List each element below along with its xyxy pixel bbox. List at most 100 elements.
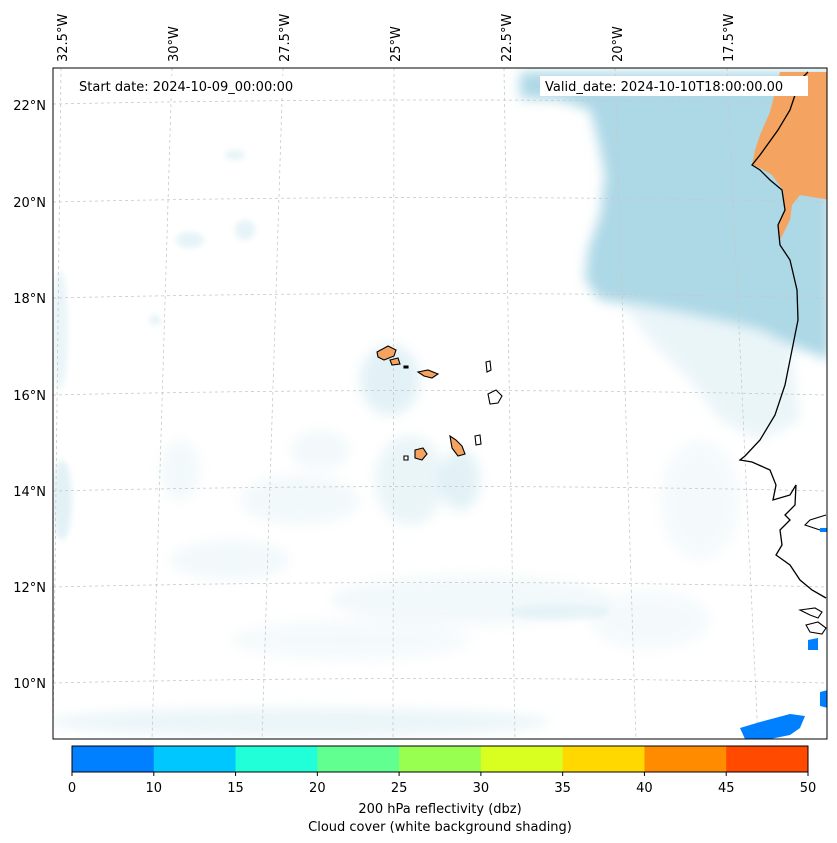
colorbar-tick-label: 10 — [146, 781, 163, 796]
meridian-gridline — [726, 68, 759, 739]
meridian-gridline — [503, 68, 516, 739]
cape-verde-islands — [376, 345, 503, 461]
guinea-bissau-coast — [798, 514, 827, 635]
cloud-patch — [176, 232, 204, 248]
cloud-patch — [230, 620, 470, 660]
lon-label: 22.5°W — [500, 14, 515, 62]
lat-label: 16°N — [13, 389, 46, 404]
lon-label: 25°W — [389, 26, 404, 62]
island-sao-nicolau — [416, 369, 440, 379]
start-date-box — [72, 76, 312, 96]
cloud-patch — [170, 540, 290, 580]
lon-label: 27.5°W — [278, 14, 293, 62]
parallel-gridline — [53, 390, 827, 396]
island-fogo — [414, 447, 428, 461]
land-africa — [738, 71, 827, 635]
lon-label: 17.5°W — [722, 14, 737, 62]
valid-date-label: Valid_date: 2024-10-10T18:00:00.00 — [545, 80, 783, 95]
parallel-gridline — [53, 678, 827, 684]
cloud-fringe-east — [620, 300, 800, 440]
colorbar-sublabel: Cloud cover (white background shading) — [308, 820, 572, 835]
reflectivity-cell — [808, 638, 818, 650]
colorbar-label: 200 hPa reflectivity (dbz) — [358, 802, 521, 817]
island-sal — [485, 360, 492, 373]
island-boa-vista — [487, 389, 503, 405]
island-brava — [403, 455, 409, 461]
cloud-patch — [240, 475, 360, 525]
colorbar-border — [71, 745, 809, 773]
island-sao-vicente — [389, 357, 401, 366]
meridian-gridline — [151, 68, 173, 739]
island-santa-luzia — [403, 365, 409, 369]
parallel-gridline — [53, 293, 827, 299]
colorbar-tick-label: 0 — [68, 781, 76, 796]
colorbar-tick-label: 15 — [227, 781, 244, 796]
cloud-patch — [375, 435, 445, 525]
parallel-gridline — [53, 197, 827, 203]
cloud-patch — [160, 440, 200, 500]
cloud-patch — [590, 590, 710, 650]
colorbar-tick-label: 20 — [309, 781, 326, 796]
meridian-gridline — [53, 68, 62, 739]
cloud-patch — [53, 708, 550, 736]
colorbar-tick-label: 40 — [636, 781, 653, 796]
cloud-patch — [360, 345, 420, 415]
cloud-patch — [510, 604, 610, 620]
map-border — [52, 67, 828, 740]
reflectivity-cell — [740, 714, 805, 739]
lat-label: 18°N — [13, 292, 46, 307]
colorbar-segment — [235, 746, 318, 772]
lon-label: 30°W — [167, 26, 182, 62]
reflectivity-cell — [820, 690, 827, 708]
lat-label: 10°N — [13, 677, 46, 692]
mauritania-land — [752, 72, 827, 240]
cloud-patch — [53, 460, 72, 540]
start-date-label: Start date: 2024-10-09_00:00:00 — [79, 80, 293, 95]
cloud-mass-northeast — [520, 72, 827, 359]
date-annotations: Start date: 2024-10-09_00:00:00 Valid_da… — [72, 76, 808, 96]
colorbar-tick-label: 25 — [391, 781, 408, 796]
colorbar-tick-label: 45 — [718, 781, 735, 796]
meridian-gridline — [614, 68, 637, 739]
colorbar-segment — [644, 746, 727, 772]
colorbar-segment — [562, 746, 645, 772]
graticule — [53, 68, 827, 739]
island-maio — [474, 434, 482, 446]
cloud-patch — [290, 430, 350, 470]
cloud-patch — [235, 220, 255, 240]
lat-label: 22°N — [13, 99, 46, 114]
cloud-patch — [660, 440, 740, 560]
colorbar-segment — [317, 746, 400, 772]
meridian-gridline — [392, 68, 395, 739]
colorbar-segment — [726, 746, 809, 772]
cloud-cover-shading — [53, 72, 827, 736]
valid-date-box — [540, 76, 808, 96]
map-panel: Start date: 2024-10-09_00:00:00 Valid_da… — [53, 68, 827, 739]
colorbar-tick-label: 35 — [554, 781, 571, 796]
reflectivity-cell — [820, 528, 827, 532]
parallel-gridline — [53, 99, 827, 105]
colorbar-segment — [72, 746, 155, 772]
lat-label: 20°N — [13, 196, 46, 211]
parallel-gridline — [53, 486, 827, 492]
cloud-patch — [149, 315, 161, 325]
reflectivity-cells — [740, 528, 827, 739]
longitude-labels: 32.5°W 30°W 27.5°W 25°W 22.5°W 20°W 17.5… — [56, 14, 737, 62]
colorbar-segment — [399, 746, 482, 772]
latitude-labels: 22°N 20°N 18°N 16°N 14°N 12°N 10°N — [13, 99, 46, 692]
island-santiago — [449, 434, 466, 457]
colorbar-tick-label: 50 — [800, 781, 817, 796]
senegal-coast — [738, 71, 827, 599]
colorbar-segment — [153, 746, 237, 772]
lon-label: 20°W — [611, 26, 626, 62]
island-santo-antao — [376, 345, 397, 361]
colorbar-tick-label: 30 — [473, 781, 490, 796]
parallel-gridline — [53, 582, 827, 588]
lat-label: 12°N — [13, 581, 46, 596]
cloud-patch — [440, 450, 480, 510]
meridian-gridline — [261, 68, 284, 739]
lon-label: 32.5°W — [56, 14, 71, 62]
colorbar-segment — [480, 746, 564, 772]
cloud-patch — [53, 270, 68, 390]
